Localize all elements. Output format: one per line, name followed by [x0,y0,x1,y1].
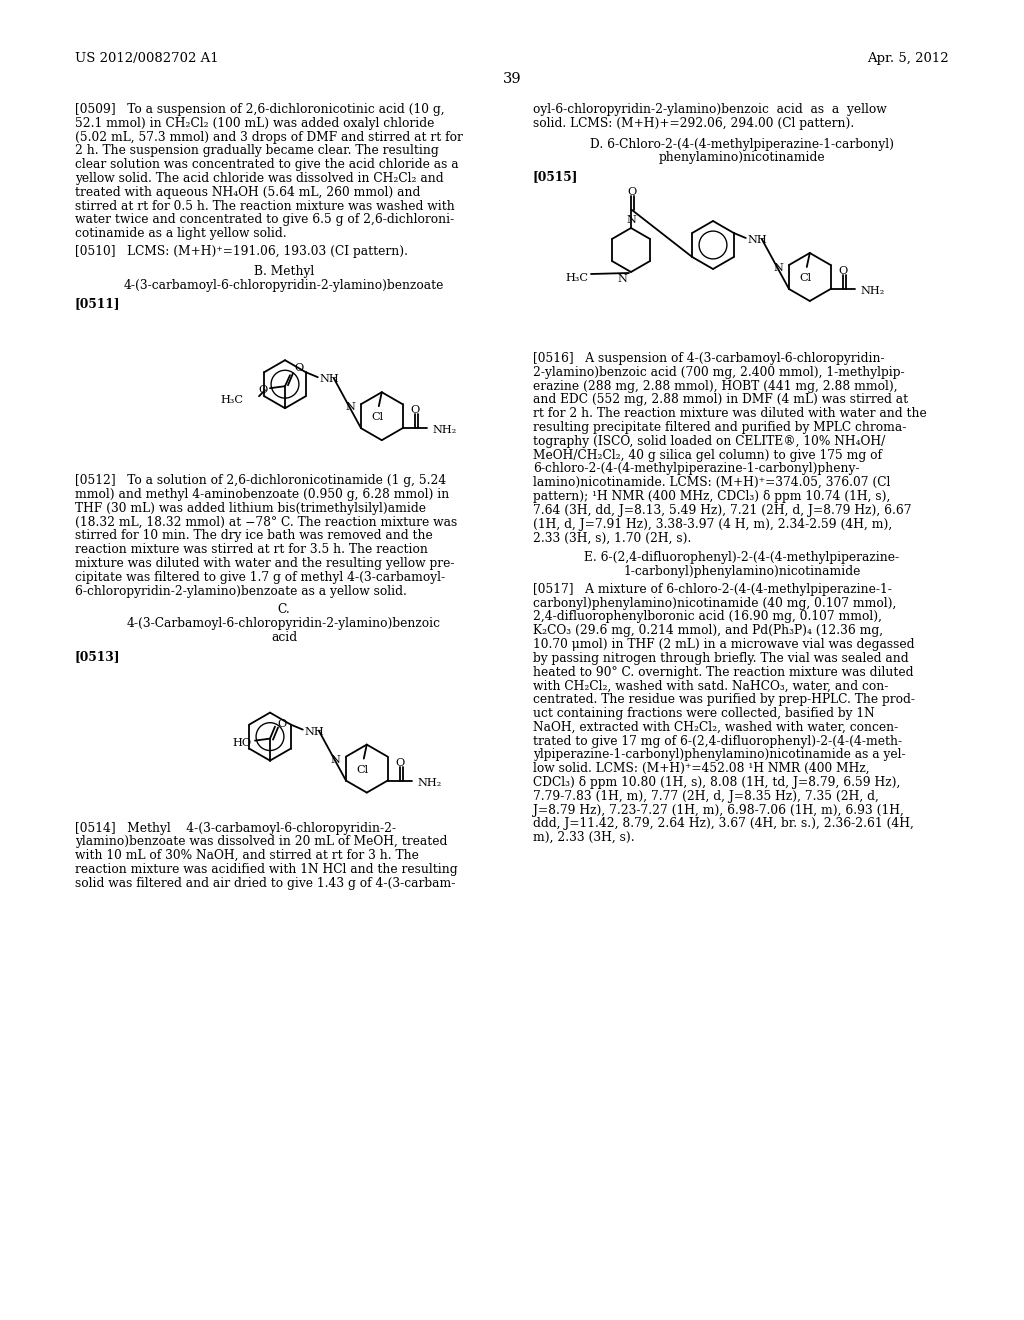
Text: O: O [294,363,303,374]
Text: MeOH/CH₂Cl₂, 40 g silica gel column) to give 175 mg of: MeOH/CH₂Cl₂, 40 g silica gel column) to … [534,449,882,462]
Text: NaOH, extracted with CH₂Cl₂, washed with water, concen-: NaOH, extracted with CH₂Cl₂, washed with… [534,721,898,734]
Text: B. Methyl: B. Methyl [254,265,314,277]
Text: C.: C. [278,603,291,616]
Text: by passing nitrogen through briefly. The vial was sealed and: by passing nitrogen through briefly. The… [534,652,908,665]
Text: 6-chloropyridin-2-ylamino)benzoate as a yellow solid.: 6-chloropyridin-2-ylamino)benzoate as a … [75,585,407,598]
Text: stirred at rt for 0.5 h. The reaction mixture was washed with: stirred at rt for 0.5 h. The reaction mi… [75,199,455,213]
Text: NH₂: NH₂ [860,286,885,296]
Text: rt for 2 h. The reaction mixture was diluted with water and the: rt for 2 h. The reaction mixture was dil… [534,407,927,420]
Text: HO: HO [232,738,252,747]
Text: N: N [617,275,627,284]
Text: water twice and concentrated to give 6.5 g of 2,6-dichloroni-: water twice and concentrated to give 6.5… [75,214,455,227]
Text: [0510]   LCMS: (M+H)⁺=191.06, 193.03 (CI pattern).: [0510] LCMS: (M+H)⁺=191.06, 193.03 (CI p… [75,246,408,257]
Text: K₂CO₃ (29.6 mg, 0.214 mmol), and Pd(Ph₃P)₄ (12.36 mg,: K₂CO₃ (29.6 mg, 0.214 mmol), and Pd(Ph₃P… [534,624,883,638]
Text: clear solution was concentrated to give the acid chloride as a: clear solution was concentrated to give … [75,158,459,172]
Text: solid was filtered and air dried to give 1.43 g of 4-(3-carbam-: solid was filtered and air dried to give… [75,876,456,890]
Text: Apr. 5, 2012: Apr. 5, 2012 [867,51,949,65]
Text: [0514]   Methyl    4-(3-carbamoyl-6-chloropyridin-2-: [0514] Methyl 4-(3-carbamoyl-6-chloropyr… [75,821,396,834]
Text: pattern); ¹H NMR (400 MHz, CDCl₃) δ ppm 10.74 (1H, s),: pattern); ¹H NMR (400 MHz, CDCl₃) δ ppm … [534,490,891,503]
Text: [0516]   A suspension of 4-(3-carbamoyl-6-chloropyridin-: [0516] A suspension of 4-(3-carbamoyl-6-… [534,352,885,366]
Text: 2 h. The suspension gradually became clear. The resulting: 2 h. The suspension gradually became cle… [75,144,438,157]
Text: THF (30 mL) was added lithium bis(trimethylsilyl)amide: THF (30 mL) was added lithium bis(trimet… [75,502,426,515]
Text: N: N [330,755,340,764]
Text: reaction mixture was acidified with 1N HCl and the resulting: reaction mixture was acidified with 1N H… [75,863,458,876]
Text: Cl: Cl [800,273,812,282]
Text: Cl: Cl [356,764,369,775]
Text: [0512]   To a solution of 2,6-dichloronicotinamide (1 g, 5.24: [0512] To a solution of 2,6-dichloronico… [75,474,446,487]
Text: 4-(3-Carbamoyl-6-chloropyridin-2-ylamino)benzoic: 4-(3-Carbamoyl-6-chloropyridin-2-ylamino… [127,618,441,630]
Text: NH₂: NH₂ [418,777,441,788]
Text: treated with aqueous NH₄OH (5.64 mL, 260 mmol) and: treated with aqueous NH₄OH (5.64 mL, 260… [75,186,421,199]
Text: 7.79-7.83 (1H, m), 7.77 (2H, d, J=8.35 Hz), 7.35 (2H, d,: 7.79-7.83 (1H, m), 7.77 (2H, d, J=8.35 H… [534,789,879,803]
Text: NH: NH [748,235,768,246]
Text: [0517]   A mixture of 6-chloro-2-(4-(4-methylpiperazine-1-: [0517] A mixture of 6-chloro-2-(4-(4-met… [534,583,892,595]
Text: NH₂: NH₂ [432,425,457,436]
Text: O: O [395,758,404,768]
Text: heated to 90° C. overnight. The reaction mixture was diluted: heated to 90° C. overnight. The reaction… [534,665,913,678]
Text: CDCl₃) δ ppm 10.80 (1H, s), 8.08 (1H, td, J=8.79, 6.59 Hz),: CDCl₃) δ ppm 10.80 (1H, s), 8.08 (1H, td… [534,776,900,789]
Text: 2-ylamino)benzoic acid (700 mg, 2.400 mmol), 1-methylpip-: 2-ylamino)benzoic acid (700 mg, 2.400 mm… [534,366,904,379]
Text: low solid. LCMS: (M+H)⁺=452.08 ¹H NMR (400 MHz,: low solid. LCMS: (M+H)⁺=452.08 ¹H NMR (4… [534,762,869,775]
Text: O: O [838,267,847,276]
Text: [0511]: [0511] [75,297,121,310]
Text: m), 2.33 (3H, s).: m), 2.33 (3H, s). [534,832,635,845]
Text: resulting precipitate filtered and purified by MPLC chroma-: resulting precipitate filtered and purif… [534,421,906,434]
Text: solid. LCMS: (M+H)+=292.06, 294.00 (Cl pattern).: solid. LCMS: (M+H)+=292.06, 294.00 (Cl p… [534,116,854,129]
Text: [0513]: [0513] [75,649,121,663]
Text: centrated. The residue was purified by prep-HPLC. The prod-: centrated. The residue was purified by p… [534,693,915,706]
Text: O: O [410,405,419,416]
Text: acid: acid [271,631,297,644]
Text: [0509]   To a suspension of 2,6-dichloronicotinic acid (10 g,: [0509] To a suspension of 2,6-dichloroni… [75,103,444,116]
Text: 6-chloro-2-(4-(4-methylpiperazine-1-carbonyl)pheny-: 6-chloro-2-(4-(4-methylpiperazine-1-carb… [534,462,859,475]
Text: ddd, J=11.42, 8.79, 2.64 Hz), 3.67 (4H, br. s.), 2.36-2.61 (4H,: ddd, J=11.42, 8.79, 2.64 Hz), 3.67 (4H, … [534,817,913,830]
Text: with 10 mL of 30% NaOH, and stirred at rt for 3 h. The: with 10 mL of 30% NaOH, and stirred at r… [75,849,419,862]
Text: ylpiperazine-1-carbonyl)phenylamino)nicotinamide as a yel-: ylpiperazine-1-carbonyl)phenylamino)nico… [534,748,905,762]
Text: 39: 39 [503,73,521,86]
Text: 7.64 (3H, dd, J=8.13, 5.49 Hz), 7.21 (2H, d, J=8.79 Hz), 6.67: 7.64 (3H, dd, J=8.13, 5.49 Hz), 7.21 (2H… [534,504,911,517]
Text: tography (ISCO, solid loaded on CELITE®, 10% NH₄OH/: tography (ISCO, solid loaded on CELITE®,… [534,434,886,447]
Text: trated to give 17 mg of 6-(2,4-difluorophenyl)-2-(4-(4-meth-: trated to give 17 mg of 6-(2,4-difluorop… [534,735,902,747]
Text: cipitate was filtered to give 1.7 g of methyl 4-(3-carbamoyl-: cipitate was filtered to give 1.7 g of m… [75,570,445,583]
Text: O: O [628,187,637,197]
Text: N: N [345,403,355,412]
Text: oyl-6-chloropyridin-2-ylamino)benzoic  acid  as  a  yellow: oyl-6-chloropyridin-2-ylamino)benzoic ac… [534,103,887,116]
Text: O: O [278,718,287,729]
Text: lamino)nicotinamide. LCMS: (M+H)⁺=374.05, 376.07 (Cl: lamino)nicotinamide. LCMS: (M+H)⁺=374.05… [534,477,891,490]
Text: (5.02 mL, 57.3 mmol) and 3 drops of DMF and stirred at rt for: (5.02 mL, 57.3 mmol) and 3 drops of DMF … [75,131,463,144]
Text: mixture was diluted with water and the resulting yellow pre-: mixture was diluted with water and the r… [75,557,455,570]
Text: Cl: Cl [372,412,384,422]
Text: phenylamino)nicotinamide: phenylamino)nicotinamide [658,152,825,165]
Text: with CH₂Cl₂, washed with satd. NaHCO₃, water, and con-: with CH₂Cl₂, washed with satd. NaHCO₃, w… [534,680,889,693]
Text: mmol) and methyl 4-aminobenzoate (0.950 g, 6.28 mmol) in: mmol) and methyl 4-aminobenzoate (0.950 … [75,488,450,502]
Text: 2,4-difluorophenylboronic acid (16.90 mg, 0.107 mmol),: 2,4-difluorophenylboronic acid (16.90 mg… [534,610,882,623]
Text: O: O [259,385,268,395]
Text: ylamino)benzoate was dissolved in 20 mL of MeOH, treated: ylamino)benzoate was dissolved in 20 mL … [75,836,447,849]
Text: (18.32 mL, 18.32 mmol) at −78° C. The reaction mixture was: (18.32 mL, 18.32 mmol) at −78° C. The re… [75,516,458,528]
Text: N: N [773,263,783,273]
Text: H₃C: H₃C [565,273,588,282]
Text: H₃C: H₃C [220,395,243,405]
Text: [0515]: [0515] [534,170,579,183]
Text: N: N [626,215,636,224]
Text: and EDC (552 mg, 2.88 mmol) in DMF (4 mL) was stirred at: and EDC (552 mg, 2.88 mmol) in DMF (4 mL… [534,393,908,407]
Text: cotinamide as a light yellow solid.: cotinamide as a light yellow solid. [75,227,287,240]
Text: 1-carbonyl)phenylamino)nicotinamide: 1-carbonyl)phenylamino)nicotinamide [624,565,861,578]
Text: reaction mixture was stirred at rt for 3.5 h. The reaction: reaction mixture was stirred at rt for 3… [75,544,428,556]
Text: D. 6-Chloro-2-(4-(4-methylpiperazine-1-carbonyl): D. 6-Chloro-2-(4-(4-methylpiperazine-1-c… [590,137,894,150]
Text: 10.70 μmol) in THF (2 mL) in a microwave vial was degassed: 10.70 μmol) in THF (2 mL) in a microwave… [534,638,914,651]
Text: J=8.79 Hz), 7.23-7.27 (1H, m), 6.98-7.06 (1H, m), 6.93 (1H,: J=8.79 Hz), 7.23-7.27 (1H, m), 6.98-7.06… [534,804,904,817]
Text: 4-(3-carbamoyl-6-chloropyridin-2-ylamino)benzoate: 4-(3-carbamoyl-6-chloropyridin-2-ylamino… [124,279,444,292]
Text: US 2012/0082702 A1: US 2012/0082702 A1 [75,51,219,65]
Text: NH: NH [305,726,325,737]
Text: NH: NH [319,374,340,384]
Text: 52.1 mmol) in CH₂Cl₂ (100 mL) was added oxalyl chloride: 52.1 mmol) in CH₂Cl₂ (100 mL) was added … [75,116,434,129]
Text: 2.33 (3H, s), 1.70 (2H, s).: 2.33 (3H, s), 1.70 (2H, s). [534,532,691,544]
Text: carbonyl)phenylamino)nicotinamide (40 mg, 0.107 mmol),: carbonyl)phenylamino)nicotinamide (40 mg… [534,597,896,610]
Text: erazine (288 mg, 2.88 mmol), HOBT (441 mg, 2.88 mmol),: erazine (288 mg, 2.88 mmol), HOBT (441 m… [534,380,898,392]
Text: stirred for 10 min. The dry ice bath was removed and the: stirred for 10 min. The dry ice bath was… [75,529,433,543]
Text: E. 6-(2,4-difluorophenyl)-2-(4-(4-methylpiperazine-: E. 6-(2,4-difluorophenyl)-2-(4-(4-methyl… [585,552,899,564]
Text: uct containing fractions were collected, basified by 1N: uct containing fractions were collected,… [534,708,874,719]
Text: (1H, d, J=7.91 Hz), 3.38-3.97 (4 H, m), 2.34-2.59 (4H, m),: (1H, d, J=7.91 Hz), 3.38-3.97 (4 H, m), … [534,517,892,531]
Text: yellow solid. The acid chloride was dissolved in CH₂Cl₂ and: yellow solid. The acid chloride was diss… [75,172,443,185]
